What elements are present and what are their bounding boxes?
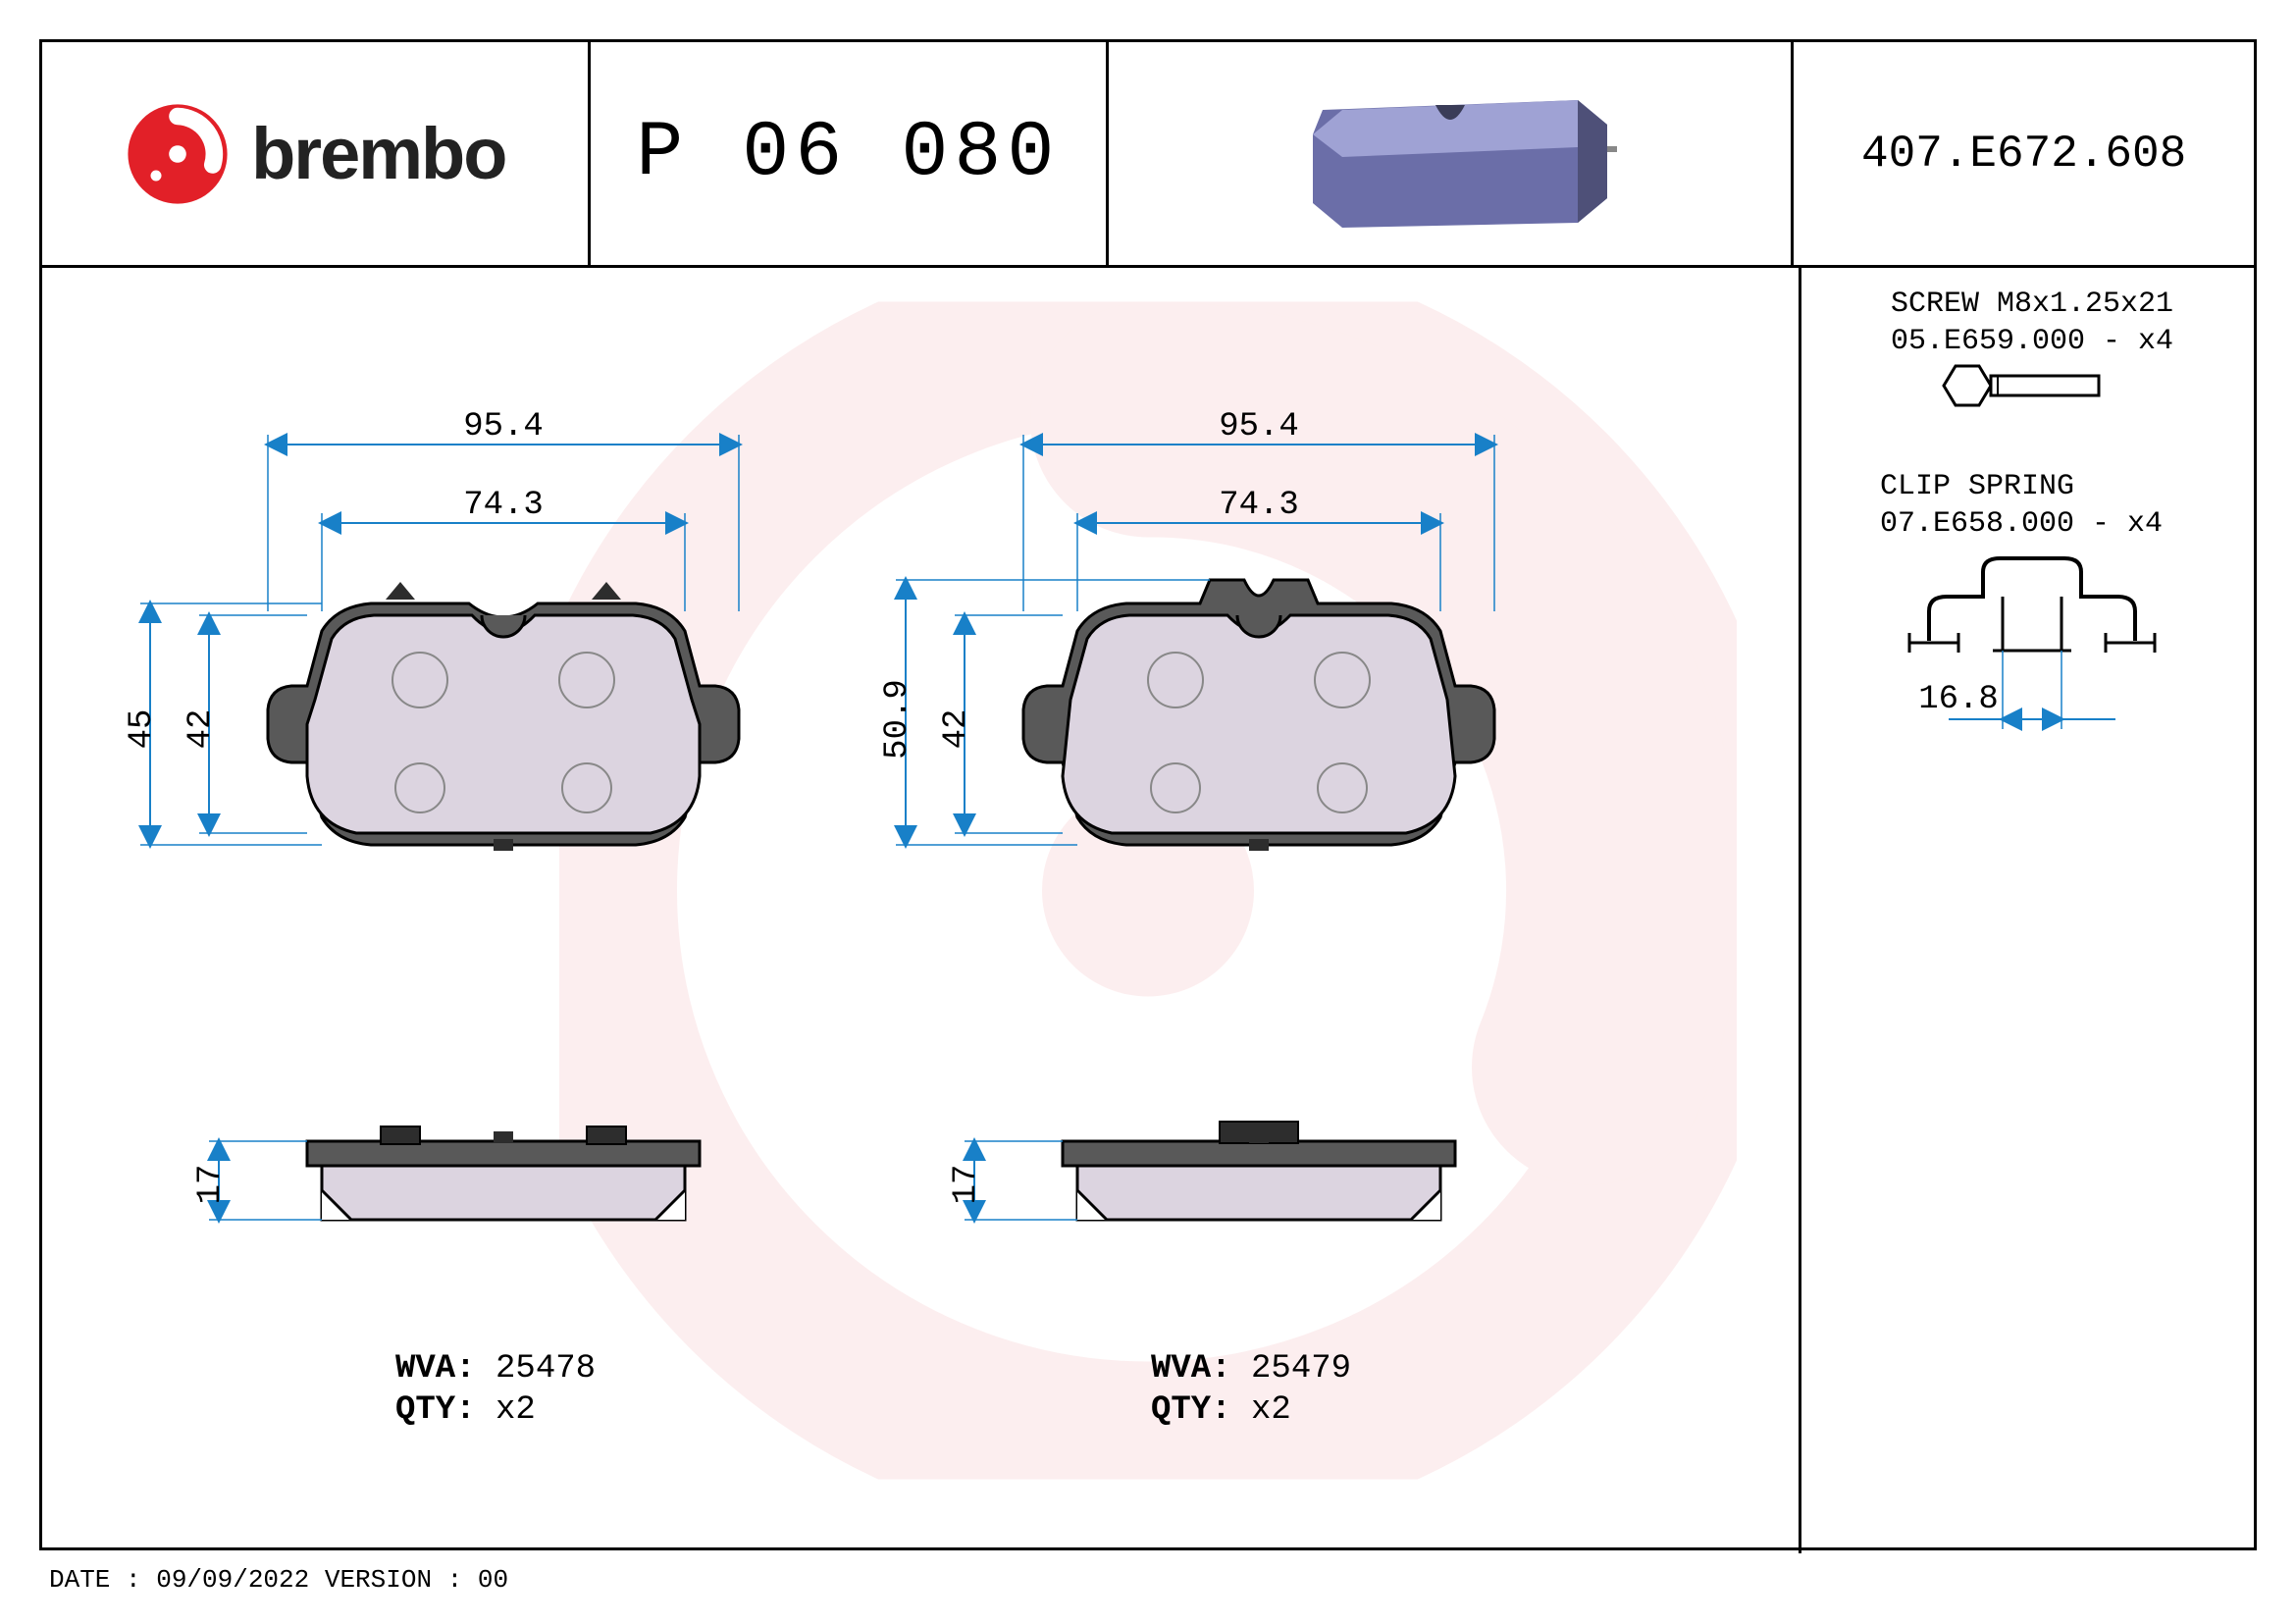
right-thickness-dim: 17: [948, 1165, 985, 1205]
svg-text:WVA: 25479: WVA: 25479: [1151, 1350, 1351, 1388]
left-pad-side-friction: [322, 1166, 685, 1220]
right-width-outer-dim: 95.4: [1219, 408, 1299, 445]
right-pad-friction: [1063, 615, 1455, 833]
clip-dim: 16.8: [1918, 681, 1999, 718]
clip-spring-icon: [1909, 558, 2155, 653]
header-row: brembo P 06 080 407.E672.608: [42, 42, 2254, 268]
pad-3d-render: [1283, 71, 1617, 237]
logo-cell: brembo: [42, 42, 591, 265]
clip-title: CLIP SPRING: [1880, 470, 2074, 503]
right-height-inner-dim: 42: [938, 709, 975, 750]
part-number: P 06 080: [636, 109, 1060, 198]
right-pad-meta: WVA: 25479 QTY: x2: [1151, 1350, 1351, 1429]
part-number-cell: P 06 080: [591, 42, 1110, 265]
secondary-code: 407.E672.608: [1861, 129, 2186, 180]
footer-text: DATE : 09/09/2022 VERSION : 00: [49, 1565, 508, 1595]
right-pad-side-friction: [1077, 1166, 1440, 1220]
left-height-outer-dim: 45: [124, 709, 161, 750]
left-pad-friction: [307, 615, 700, 833]
svg-text:QTY: x2: QTY: x2: [395, 1391, 536, 1429]
right-width-inner-dim: 74.3: [1219, 487, 1299, 524]
left-pad-meta: WVA: 25478 QTY: x2: [395, 1350, 596, 1429]
screw-icon: [1944, 366, 2099, 405]
secondary-code-cell: 407.E672.608: [1794, 42, 2254, 265]
left-width-inner-dim: 74.3: [463, 487, 544, 524]
left-pad-side-backplate: [307, 1141, 700, 1166]
left-width-outer-dim: 95.4: [463, 408, 544, 445]
svg-text:QTY: x2: QTY: x2: [1151, 1391, 1291, 1429]
drawing-area: 95.4 74.3: [42, 268, 1799, 1553]
right-pad-side-backplate: [1063, 1141, 1455, 1166]
left-height-inner-dim: 42: [183, 709, 220, 750]
brand-name: brembo: [251, 112, 505, 195]
render-cell: [1109, 42, 1794, 265]
accessories-column: SCREW M8x1.25x21 05.E659.000 - x4 CLIP S…: [1799, 268, 2260, 1553]
screw-title: SCREW M8x1.25x21: [1891, 288, 2173, 321]
clip-code: 07.E658.000 - x4: [1880, 507, 2163, 541]
right-height-outer-dim: 50.9: [879, 679, 916, 760]
brembo-logo-icon: [124, 100, 232, 208]
screw-code: 05.E659.000 - x4: [1891, 325, 2173, 358]
left-thickness-dim: 17: [192, 1165, 230, 1205]
svg-text:WVA: 25478: WVA: 25478: [395, 1350, 596, 1388]
